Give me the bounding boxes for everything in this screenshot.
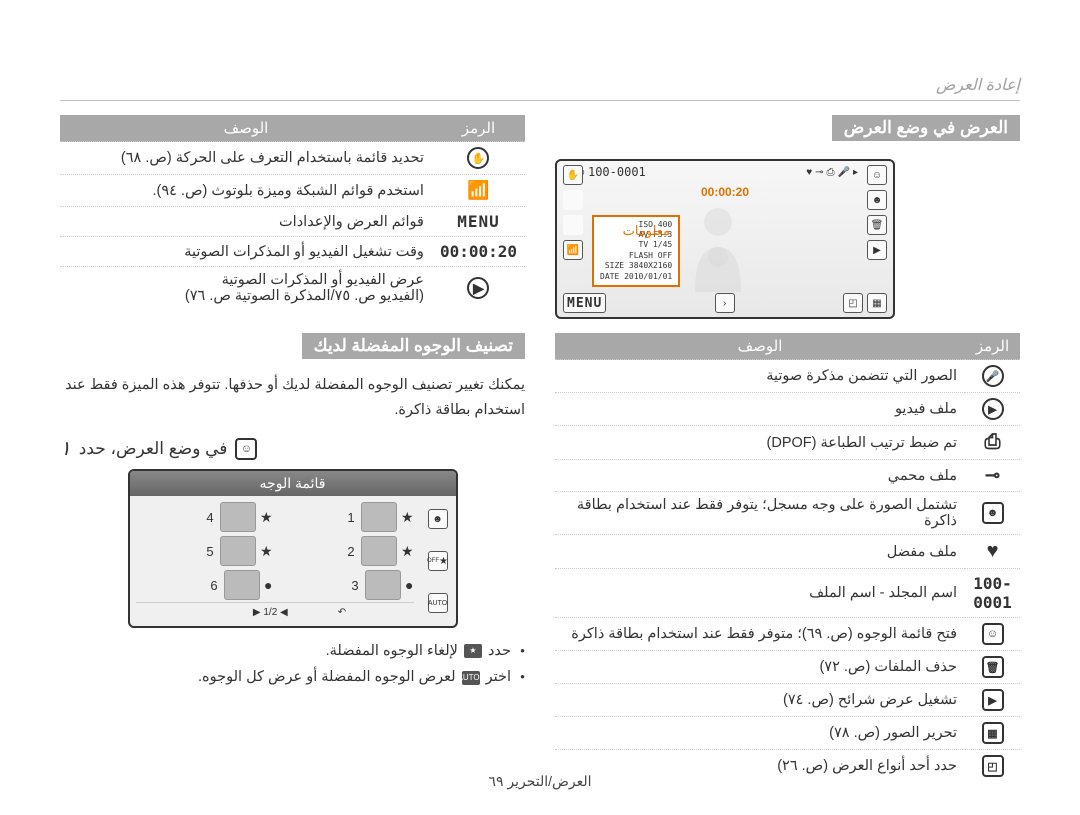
cam-face-list-icon[interactable]: ☺ xyxy=(867,165,887,185)
face-sidebar-star-off-icon[interactable]: ★OFF xyxy=(428,551,448,571)
bullet-1: حدد ★ لإلغاء الوجوه المفضلة. xyxy=(60,638,525,664)
section-title-faces: تصنيف الوجوه المفضلة لديك xyxy=(302,333,525,359)
faces-description: يمكنك تغيير تصنيف الوجوه المفضلة لديك أو… xyxy=(60,373,525,422)
face-list-step-icon: ☺ xyxy=(235,438,257,460)
cam-menu-button[interactable]: MENU xyxy=(563,293,606,313)
page-footer: العرض/التحرير ٦٩ xyxy=(0,773,1080,790)
play-icon: ▶ xyxy=(467,277,489,299)
th-desc: الوصف xyxy=(555,333,965,360)
cam-slides-icon[interactable]: ▶ xyxy=(867,240,887,260)
star-off-inline-icon: ★ xyxy=(464,644,482,658)
bullet-list: حدد ★ لإلغاء الوجوه المفضلة. اختر AUTO ل… xyxy=(60,638,525,690)
cam-back-icon[interactable]: ‹ xyxy=(715,293,735,313)
cam-motion-icon[interactable]: ✋ xyxy=(563,165,583,185)
edit-icon: ▦ xyxy=(982,722,1004,744)
face-sidebar-icon-1[interactable]: ☻ xyxy=(428,509,448,529)
step-1: ☺ في وضع العرض، حدد ١ xyxy=(60,436,525,461)
cam-view-icon[interactable]: ◰ xyxy=(843,293,863,313)
motion-icon: ✋ xyxy=(467,147,489,169)
heart-icon: ♥ xyxy=(987,540,999,562)
face-icon: ☻ xyxy=(982,502,1004,524)
wifi-icon: 📶 xyxy=(467,180,489,200)
camera-timer: 00:00:20 xyxy=(701,185,749,199)
lock-small-icon: ⊸ xyxy=(815,167,823,178)
section-title-playback: العرض في وضع العرض xyxy=(832,115,1020,141)
right-column: العرض في وضع العرض ▸ 🎤 ⎙ ⊸ ♥ 100-0001 ▭ … xyxy=(555,115,1020,782)
mic-small-icon: 🎤 xyxy=(838,167,850,178)
heart-small-icon: ♥ xyxy=(806,167,812,178)
trash-icon: 🗑 xyxy=(982,656,1004,678)
step-number: ١ xyxy=(60,436,71,461)
face-row-1: ★1 ★4 xyxy=(136,500,414,534)
folder-file-icon: 100-0001 xyxy=(965,569,1020,618)
face-row-2: ★2 ★5 xyxy=(136,534,414,568)
video-icon: ▶ xyxy=(982,398,1004,420)
slides-icon: ▶ xyxy=(982,689,1004,711)
cam-wifi-icon[interactable]: 📶 xyxy=(563,240,583,260)
right-icon-table: الرمز الوصف 🎤الصور التي تتضمن مذكرة صوتي… xyxy=(555,333,1020,782)
face-pager: ↶ ◀ 1/2 ▶ xyxy=(136,602,414,622)
cam-edit-icon[interactable]: ▦ xyxy=(867,293,887,313)
left-icon-table: الرمز الوصف ✋تحديد قائمة باستخدام التعرف… xyxy=(60,115,525,309)
face-row-3: ●3 ●6 xyxy=(136,568,414,602)
timer-icon: 00:00:20 xyxy=(432,237,525,267)
cam-top-icons: ▸ 🎤 ⎙ ⊸ ♥ xyxy=(806,167,858,178)
camera-screenshot: ▸ 🎤 ⎙ ⊸ ♥ 100-0001 ▭ ▮ 00:00:20 xyxy=(555,159,895,319)
auto-inline-icon: AUTO xyxy=(462,671,480,685)
cam-face-icon[interactable]: ☻ xyxy=(867,190,887,210)
play-small-icon: ▸ xyxy=(853,167,858,178)
th-icon-2: الرمز xyxy=(432,115,525,142)
print-small-icon: ⎙ xyxy=(827,167,835,178)
lock-icon: ⊸ xyxy=(985,465,1000,485)
print-icon: ⎙ xyxy=(985,431,1001,453)
page-header-title: إعادة العرض xyxy=(936,75,1020,95)
face-list-icon: ☺ xyxy=(982,623,1004,645)
folder-file-indicator: 100-0001 xyxy=(588,165,646,179)
ghost-silhouette xyxy=(683,202,753,292)
left-column: الرمز الوصف ✋تحديد قائمة باستخدام التعرف… xyxy=(60,115,525,782)
header-divider xyxy=(60,100,1020,101)
th-icon: الرمز xyxy=(965,333,1020,360)
menu-icon: MENU xyxy=(432,207,525,237)
mic-icon: 🎤 xyxy=(982,365,1004,387)
info-callout-label: معلومات xyxy=(623,223,670,239)
face-sidebar-auto-icon[interactable]: AUTO xyxy=(428,593,448,613)
th-desc-2: الوصف xyxy=(60,115,432,142)
bullet-2: اختر AUTO لعرض الوجوه المفضلة أو عرض كل … xyxy=(60,664,525,690)
cam-trash-icon[interactable]: 🗑 xyxy=(867,215,887,235)
face-list-panel: قائمة الوجه ☻ ★OFF AUTO ★1 ★4 ★2 ★5 xyxy=(128,469,458,628)
face-panel-title: قائمة الوجه xyxy=(130,471,456,496)
pager-back-icon[interactable]: ↶ xyxy=(338,607,346,618)
